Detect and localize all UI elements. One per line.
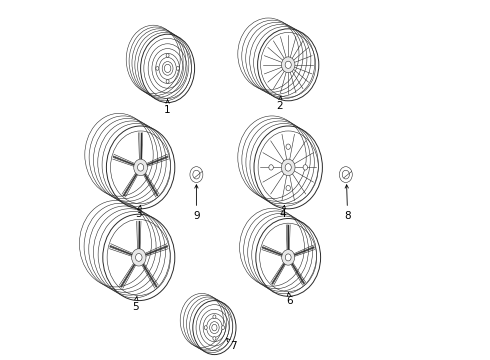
Text: 2: 2 xyxy=(276,96,283,111)
Text: 1: 1 xyxy=(164,99,171,115)
Ellipse shape xyxy=(164,64,171,72)
Ellipse shape xyxy=(132,249,146,266)
Ellipse shape xyxy=(156,67,159,70)
Ellipse shape xyxy=(285,61,291,68)
Text: 5: 5 xyxy=(132,296,139,312)
Ellipse shape xyxy=(286,144,291,149)
Ellipse shape xyxy=(303,165,308,170)
Text: 4: 4 xyxy=(279,206,286,219)
Ellipse shape xyxy=(281,159,295,176)
Ellipse shape xyxy=(281,57,295,73)
Ellipse shape xyxy=(166,80,169,83)
Ellipse shape xyxy=(221,326,224,329)
Ellipse shape xyxy=(213,337,216,340)
Ellipse shape xyxy=(286,185,291,191)
Ellipse shape xyxy=(339,167,352,183)
Ellipse shape xyxy=(269,165,273,170)
Ellipse shape xyxy=(138,164,144,171)
Ellipse shape xyxy=(285,164,291,171)
Ellipse shape xyxy=(190,167,203,183)
Text: 8: 8 xyxy=(344,185,351,221)
Ellipse shape xyxy=(213,315,216,319)
Text: 9: 9 xyxy=(193,185,200,221)
Ellipse shape xyxy=(176,67,179,70)
Text: 3: 3 xyxy=(136,206,142,219)
Ellipse shape xyxy=(204,326,207,329)
Ellipse shape xyxy=(285,254,291,261)
Ellipse shape xyxy=(166,54,169,57)
Text: 7: 7 xyxy=(226,338,237,351)
Ellipse shape xyxy=(282,249,294,265)
Ellipse shape xyxy=(136,253,142,261)
Text: 6: 6 xyxy=(287,293,294,306)
Ellipse shape xyxy=(134,159,147,176)
